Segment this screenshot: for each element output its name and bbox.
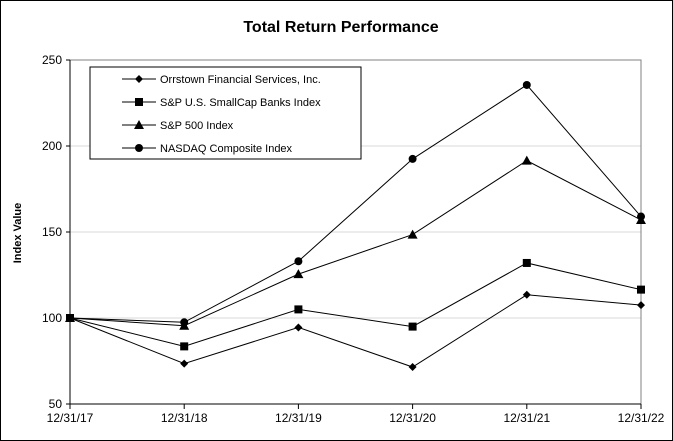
legend-marker (135, 75, 143, 83)
legend-label: Orrstown Financial Services, Inc. (160, 74, 321, 86)
chart-title: Total Return Performance (243, 19, 438, 36)
legend-item: S&P 500 Index (122, 120, 234, 132)
legend-item: S&P U.S. SmallCap Banks Index (122, 97, 321, 109)
legend-marker (135, 98, 143, 106)
data-point (294, 305, 303, 314)
series-line (69, 160, 642, 327)
legend-item: Orrstown Financial Services, Inc. (122, 74, 321, 86)
y-tick-label: 200 (42, 139, 62, 153)
x-tick-label: 12/31/21 (503, 411, 550, 425)
y-tick-label: 100 (42, 311, 62, 325)
data-point (180, 359, 189, 368)
series-circle (66, 80, 645, 327)
data-point (408, 154, 417, 163)
y-tick-label: 250 (42, 53, 62, 67)
data-point (180, 342, 189, 351)
series-line (69, 294, 642, 368)
data-point (407, 229, 418, 239)
series-line (69, 262, 642, 347)
y-tick-label: 150 (42, 225, 62, 239)
data-point (522, 258, 531, 267)
x-tick-label: 12/31/19 (275, 411, 322, 425)
legend-item: NASDAQ Composite Index (122, 143, 293, 155)
data-point (637, 285, 645, 294)
data-point (637, 212, 645, 221)
data-point (637, 301, 645, 310)
data-point (522, 80, 531, 89)
data-point (66, 314, 74, 322)
y-axis-label: Index Value (12, 203, 24, 264)
series-line (69, 84, 642, 323)
x-tick-label: 12/31/18 (161, 411, 208, 425)
data-point (294, 323, 303, 332)
series-lines (65, 80, 646, 372)
legend-label: S&P U.S. SmallCap Banks Index (160, 97, 321, 109)
x-tick-label: 12/31/20 (389, 411, 436, 425)
y-tick-label: 50 (49, 397, 63, 411)
legend: Orrstown Financial Services, Inc. S&P U.S… (89, 66, 362, 160)
data-point (408, 363, 417, 372)
x-tick-label: 12/31/22 (618, 411, 665, 425)
legend-marker (135, 144, 143, 152)
legend-marker (134, 120, 144, 129)
axes: 50 100 150 200 250 12/31/17 12/31/18 12/31/19 12… (42, 53, 665, 425)
data-point (293, 269, 304, 279)
data-point (180, 318, 189, 327)
data-point (408, 322, 417, 331)
series-diamond (66, 290, 645, 372)
series-triangle (65, 155, 646, 330)
x-tick-label: 12/31/17 (47, 411, 94, 425)
series-square (66, 258, 645, 351)
legend-box (89, 66, 362, 160)
data-point (294, 257, 303, 266)
data-point (522, 290, 531, 299)
legend-label: S&P 500 Index (160, 120, 234, 132)
legend-label: NASDAQ Composite Index (160, 143, 293, 155)
gridlines (70, 145, 641, 319)
data-point (521, 155, 532, 165)
